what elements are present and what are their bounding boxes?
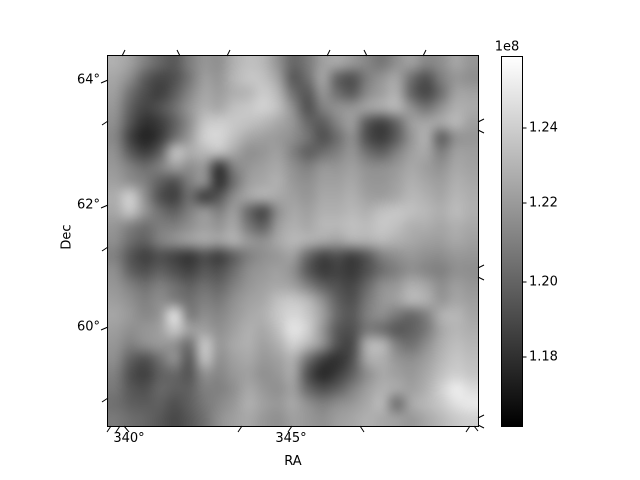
x-tick-label-340: 340° (113, 431, 145, 446)
x-tick-label-345: 345° (275, 431, 307, 446)
y-tick-label-60: 60° (76, 319, 100, 335)
colorbar (501, 56, 523, 427)
y-axis-title: Dec (59, 224, 75, 250)
colorbar-tick-label-1-18: 1.18 (529, 349, 558, 365)
colorbar-tick-label-1-20: 1.20 (529, 274, 558, 290)
plot-area (107, 55, 479, 427)
x-axis-title: RA (284, 454, 302, 469)
y-tick-label-64: 64° (76, 72, 100, 88)
y-tick-label-62: 62° (76, 197, 100, 213)
colorbar-offset-label: 1e8 (494, 39, 520, 55)
colorbar-tick-label-1-22: 1.22 (529, 195, 558, 211)
heatmap-image (108, 56, 478, 426)
colorbar-tick-label-1-24: 1.24 (529, 120, 558, 136)
